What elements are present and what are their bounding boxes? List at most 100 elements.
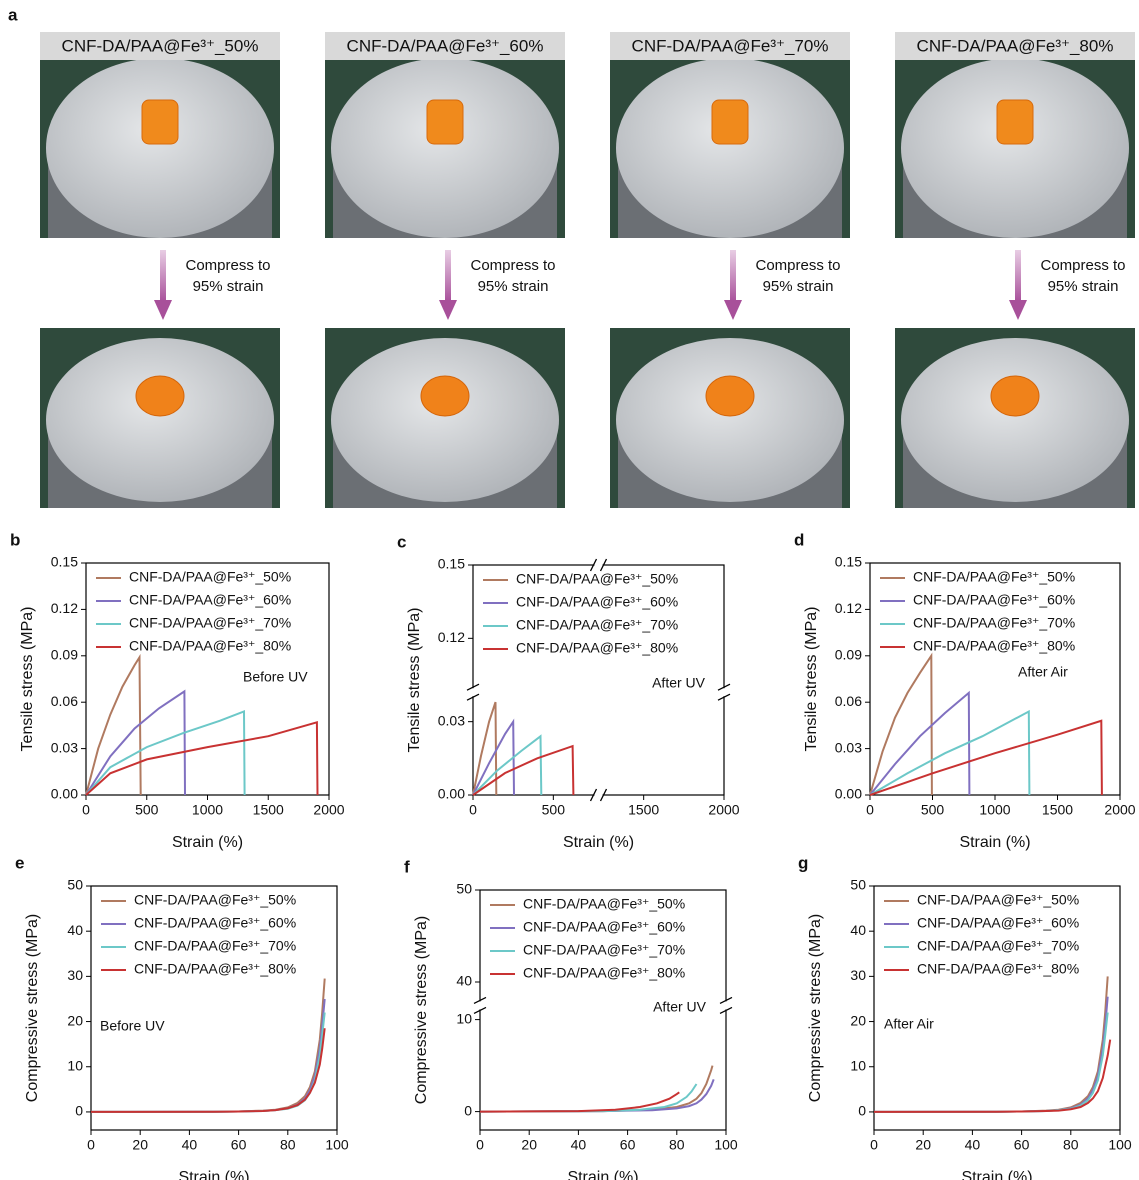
x-tick-label: 0 [870, 1137, 878, 1153]
legend-label: CNF-DA/PAA@Fe³⁺_70% [516, 617, 678, 633]
y-tick-label: 0.12 [438, 629, 465, 645]
x-tick-label: 20 [521, 1137, 537, 1153]
axis-break-mark [589, 558, 598, 572]
legend-label: CNF-DA/PAA@Fe³⁺_60% [917, 915, 1079, 931]
plot-frame [90, 885, 338, 1131]
x-tick-label: 40 [965, 1137, 981, 1153]
y-tick-label: 40 [67, 922, 83, 938]
x-tick-label: 80 [669, 1137, 685, 1153]
panel-label: a [8, 5, 18, 24]
legend-label: CNF-DA/PAA@Fe³⁺_60% [516, 594, 678, 610]
compressed-sample [705, 375, 755, 417]
y-tick-label: 0.00 [438, 786, 465, 802]
series-line [873, 996, 1109, 1113]
series-line [90, 978, 326, 1113]
x-axis-title: Strain (%) [172, 834, 243, 851]
x-tick-label: 40 [182, 1137, 198, 1153]
x-tick-label: 20 [915, 1137, 931, 1153]
series-line [472, 718, 515, 796]
compressed-sample [420, 375, 470, 417]
y-axis-title: Compressive stress (MPa) [807, 914, 824, 1102]
axis-break-gap [474, 1001, 486, 1010]
series-line [85, 710, 246, 796]
axis-break-mark [599, 788, 608, 802]
hydrogel-sample [141, 99, 179, 145]
axis-break-gap [467, 688, 479, 697]
y-tick-label: 0.03 [51, 739, 78, 755]
annotation: After Air [1018, 664, 1068, 680]
chart: g 0 20 40 60 80 100 0 10 20 30 40 50 Strain (%) Compre… [798, 853, 1132, 1180]
photo-label: CNF-DA/PAA@Fe³⁺_80% [917, 36, 1114, 55]
arrow-shaft [1015, 250, 1021, 302]
y-tick-label: 0 [858, 1103, 866, 1119]
compressed-sample [990, 375, 1040, 417]
photo-stage [46, 338, 274, 502]
y-tick-label: 0.09 [51, 647, 78, 663]
y-axis-title: Compressive stress (MPa) [413, 916, 430, 1104]
series-line [472, 734, 543, 796]
panel-label: b [10, 530, 20, 549]
photo-stage [901, 338, 1129, 502]
x-tick-label: 40 [571, 1137, 587, 1153]
legend-label: CNF-DA/PAA@Fe³⁺_50% [129, 569, 291, 585]
x-tick-label: 0 [469, 802, 477, 818]
photo-label: CNF-DA/PAA@Fe³⁺_50% [62, 36, 259, 55]
series-line [479, 1083, 698, 1113]
hydrogel-sample [996, 99, 1034, 145]
axis-break-gap [718, 688, 730, 697]
compress-note: 95% strain [1048, 278, 1119, 295]
series-line [869, 690, 971, 796]
annotation: Before UV [243, 669, 308, 685]
x-tick-label: 500 [921, 802, 945, 818]
y-tick-label: 0.03 [835, 739, 862, 755]
y-tick-label: 40 [456, 973, 472, 989]
y-axis-title: Compressive stress (MPa) [24, 914, 41, 1102]
chart: c 0 500 1500 2000 0.00 0.03 0.12 0.15 Strain (%) T… [397, 532, 740, 851]
x-tick-label: 0 [82, 802, 90, 818]
x-tick-label: 1500 [253, 802, 284, 818]
legend-label: CNF-DA/PAA@Fe³⁺_80% [516, 640, 678, 656]
y-tick-label: 0 [75, 1103, 83, 1119]
header-box [40, 32, 280, 60]
y-tick-label: 0.12 [51, 600, 78, 616]
arrow-shaft [160, 250, 166, 302]
panel-label: d [794, 530, 804, 549]
x-axis-title: Strain (%) [567, 1169, 638, 1180]
x-axis-title: Strain (%) [961, 1169, 1032, 1180]
x-axis-title: Strain (%) [563, 834, 634, 851]
axis-break-mark [717, 693, 731, 701]
y-tick-label: 0.06 [835, 693, 862, 709]
series-line [479, 1091, 680, 1113]
x-tick-label: 2000 [313, 802, 344, 818]
axis-break-mark [473, 996, 487, 1004]
photo-label: CNF-DA/PAA@Fe³⁺_70% [632, 36, 829, 55]
arrow-head [1009, 300, 1027, 320]
axis-break-gap [720, 1001, 732, 1010]
legend-label: CNF-DA/PAA@Fe³⁺_60% [913, 592, 1075, 608]
legend-label: CNF-DA/PAA@Fe³⁺_50% [134, 892, 296, 908]
arrow-head [154, 300, 172, 320]
x-tick-label: 500 [135, 802, 159, 818]
legend-label: CNF-DA/PAA@Fe³⁺_80% [913, 638, 1075, 654]
photo-stage [901, 58, 1129, 238]
arrow-head [724, 300, 742, 320]
y-tick-label: 0.06 [51, 693, 78, 709]
x-tick-label: 1000 [979, 802, 1010, 818]
axis-break-gap [594, 789, 603, 801]
series-line [472, 701, 498, 796]
compress-note: Compress to [1040, 257, 1125, 274]
axis-break-mark [719, 1006, 733, 1014]
legend-label: CNF-DA/PAA@Fe³⁺_80% [917, 961, 1079, 977]
series-line [479, 1065, 714, 1113]
annotation: After UV [653, 999, 707, 1015]
x-tick-label: 0 [866, 802, 874, 818]
plot-frame [873, 885, 1121, 1131]
compressed-sample [135, 375, 185, 417]
series-line [85, 653, 142, 796]
y-tick-label: 50 [456, 881, 472, 897]
axis-break-mark [717, 683, 731, 691]
legend-label: CNF-DA/PAA@Fe³⁺_50% [913, 569, 1075, 585]
chart: f 0 20 40 60 80 100 0 10 40 50 Strain (%) Compressiv… [404, 857, 738, 1180]
legend-label: CNF-DA/PAA@Fe³⁺_70% [917, 938, 1079, 954]
legend-label: CNF-DA/PAA@Fe³⁺_60% [134, 915, 296, 931]
